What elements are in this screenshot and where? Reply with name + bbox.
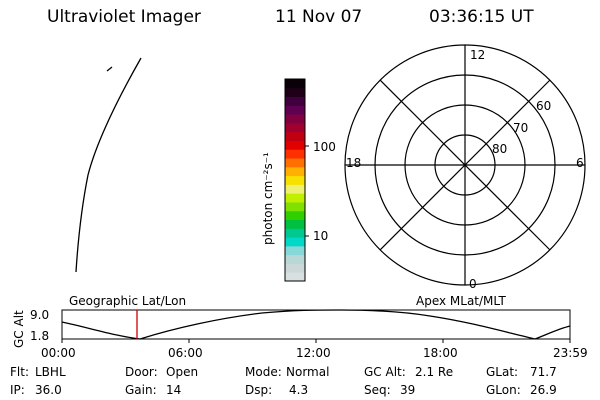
colorbar-band — [285, 245, 305, 256]
status-door-key: Door: — [125, 365, 158, 379]
apex-caption: Apex MLat/MLT — [416, 294, 506, 308]
status-glat-value: 71.7 — [530, 365, 557, 379]
altitude-plot-frame — [61, 309, 571, 340]
status-mode-key: Mode: — [245, 365, 282, 379]
time-tick-0600: 06:00 — [168, 346, 203, 360]
polar-diagonal-2 — [379, 79, 551, 251]
colorbar-band — [285, 79, 305, 89]
colorbar-band — [285, 140, 305, 150]
polar-grid — [344, 44, 586, 286]
status-glat-key: GLat: — [486, 365, 519, 379]
colorbar-band — [285, 272, 305, 282]
time-tick-0000: 00:00 — [41, 346, 76, 360]
mlt-label-12: 12 — [470, 48, 486, 62]
earth-limb-curve — [75, 57, 142, 273]
status-dsp-value: 4.3 — [289, 383, 309, 397]
status-glon-key: GLon: — [486, 383, 521, 397]
status-ip-value: 36.0 — [35, 383, 62, 397]
mlt-label-18: 18 — [346, 156, 362, 170]
colorbar-band — [285, 122, 305, 133]
status-gcalt-key: GC Alt: — [364, 365, 406, 379]
lat-label-80: 80 — [492, 142, 508, 156]
status-dsp-key: Dsp: — [245, 383, 273, 397]
lat-label-60: 60 — [536, 99, 552, 113]
colorbar-frame — [284, 78, 306, 282]
colorbar-band — [285, 254, 305, 264]
colorbar-band — [285, 184, 305, 194]
status-seq-value: 39 — [400, 383, 416, 397]
instrument-title: Ultraviolet Imager — [47, 7, 201, 27]
colorbar-band — [285, 87, 305, 98]
colorbar-band — [285, 228, 305, 238]
time-tick-2359: 23:59 — [553, 346, 588, 360]
status-mode-value: Normal — [286, 365, 330, 379]
status-ip-key: IP: — [10, 383, 25, 397]
status-gcalt-value: 2.1 Re — [415, 365, 454, 379]
colorbar-band — [285, 158, 305, 168]
status-door-value: Open — [166, 365, 199, 379]
colorbar-band — [285, 114, 305, 124]
status-seq-key: Seq: — [364, 383, 391, 397]
colorbar-band — [285, 96, 305, 106]
colorbar-band — [285, 193, 305, 203]
colorbar-band — [285, 210, 305, 221]
time-tick-1200: 12:00 — [296, 346, 331, 360]
date-label: 11 Nov 07 — [275, 7, 363, 27]
status-flt-key: Flt: — [10, 365, 29, 379]
colorbar-band — [285, 166, 305, 177]
lat-label-70: 70 — [513, 121, 529, 135]
status-flt-value: LBHL — [35, 365, 66, 379]
altitude-axis-label: GC Alt — [12, 310, 26, 348]
status-gain-value: 14 — [166, 383, 182, 397]
time-label: 03:36:15 UT — [429, 7, 534, 27]
time-axis-ticks — [61, 339, 571, 343]
altitude-tick-min: 1.8 — [30, 329, 50, 343]
colorbar-band — [285, 175, 305, 185]
limb-fragment — [106, 66, 113, 72]
colorbar-band — [285, 201, 305, 212]
geographic-caption: Geographic Lat/Lon — [69, 294, 187, 308]
colorbar-band — [285, 263, 305, 273]
colorbar-band — [285, 149, 305, 159]
time-tick-1800: 18:00 — [423, 346, 458, 360]
colorbar-band — [285, 105, 305, 115]
altitude-curve — [61, 309, 571, 340]
mlt-label-0: 0 — [469, 277, 477, 291]
mlt-label-6: 6 — [576, 156, 584, 170]
altitude-tick-max: 9.0 — [30, 308, 50, 322]
colorbar-unit-label: photon cm⁻²s⁻¹ — [261, 152, 275, 245]
colorbar-band — [285, 237, 305, 247]
status-gain-key: Gain: — [125, 383, 157, 397]
colorbar — [285, 79, 305, 282]
colorbar-tick-label-10: 10 — [313, 229, 329, 243]
colorbar-band — [285, 219, 305, 229]
status-glon-value: 26.9 — [530, 383, 557, 397]
colorbar-band — [285, 131, 305, 141]
colorbar-tick-label-100: 100 — [313, 140, 336, 154]
